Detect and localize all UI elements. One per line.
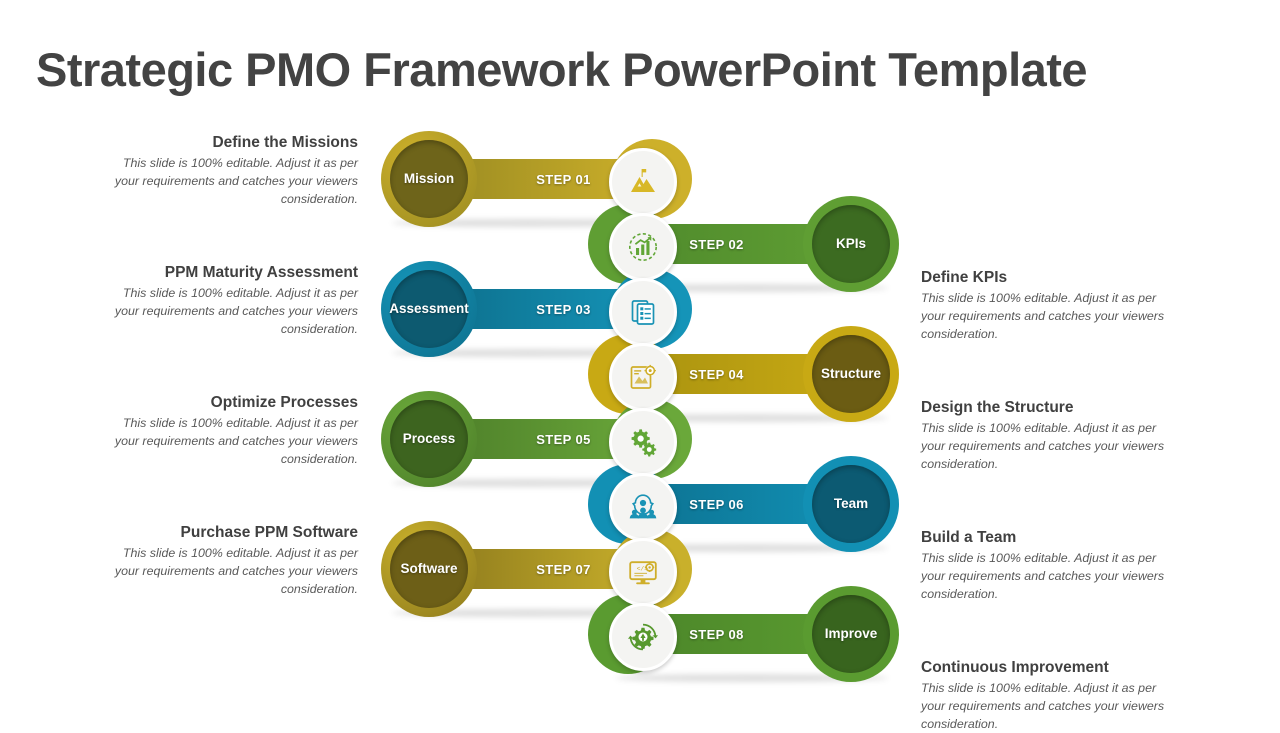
mountain-flag-icon [627, 166, 659, 198]
step-node-disc: Improve [812, 595, 890, 673]
step-icon-badge[interactable] [609, 148, 677, 216]
step-description-1: Define the Missions This slide is 100% ed… [96, 133, 358, 208]
step-description-5: Optimize Processes This slide is 100% edi… [96, 393, 358, 468]
step-heading: PPM Maturity Assessment [164, 264, 358, 281]
step-node-disc: KPIs [812, 205, 890, 283]
row-shadow [616, 544, 888, 552]
step-node-disc: Mission [390, 140, 468, 218]
team-gear-icon [627, 491, 659, 523]
step-node-circle[interactable]: Software [381, 521, 477, 617]
row-shadow [392, 609, 664, 617]
step-node-circle[interactable]: Improve [803, 586, 899, 682]
checklist-document-icon [627, 296, 659, 328]
step-node-circle[interactable]: KPIs [803, 196, 899, 292]
step-heading: Continuous Improvement [921, 659, 1109, 676]
step-heading: Build a Team [921, 529, 1017, 546]
step-icon-badge[interactable] [609, 278, 677, 346]
gears-icon [627, 426, 659, 458]
step-node-label: Mission [403, 170, 455, 186]
step-icon-badge[interactable]: </> [609, 538, 677, 606]
step-description-2: Define KPIs This slide is 100% editable. … [921, 268, 1183, 343]
process-step-1[interactable]: Mission STEP 01 [381, 131, 692, 227]
svg-text:</>: </> [637, 566, 649, 573]
step-body-text: This slide is 100% editable. Adjust it a… [921, 421, 1165, 471]
step-body-text: This slide is 100% editable. Adjust it a… [114, 156, 358, 206]
step-description-3: PPM Maturity Assessment This slide is 100… [96, 263, 358, 338]
step-heading: Define the Missions [212, 134, 358, 151]
row-shadow [392, 349, 664, 357]
blueprint-gear-icon [627, 361, 659, 393]
step-icon-badge[interactable] [609, 603, 677, 671]
step-body-text: This slide is 100% editable. Adjust it a… [114, 546, 358, 596]
step-node-disc: Assessment [389, 270, 469, 348]
step-node-label: Software [400, 560, 458, 576]
page-title: Strategic PMO Framework PowerPoint Templ… [36, 43, 1088, 96]
step-heading: Define KPIs [921, 269, 1008, 286]
row-shadow [616, 414, 888, 422]
step-icon-badge[interactable] [609, 408, 677, 476]
step-node-label: Process [402, 430, 456, 446]
step-node-circle[interactable]: Mission [381, 131, 477, 227]
step-node-disc: Software [390, 530, 468, 608]
monitor-code-gear-icon: </> [627, 556, 659, 588]
row-shadow [616, 284, 888, 292]
step-node-label: Structure [820, 365, 881, 381]
step-node-circle[interactable]: Process [381, 391, 477, 487]
step-icon-badge[interactable] [609, 343, 677, 411]
step-description-7: Purchase PPM Software This slide is 100% … [96, 523, 358, 598]
step-node-label: Assessment [389, 300, 469, 316]
step-node-circle[interactable]: Assessment [381, 261, 477, 357]
step-heading: Purchase PPM Software [180, 524, 358, 541]
step-icon-badge[interactable] [609, 473, 677, 541]
gear-refresh-icon [627, 621, 659, 653]
step-body-text: This slide is 100% editable. Adjust it a… [114, 416, 358, 466]
step-body-text: This slide is 100% editable. Adjust it a… [921, 551, 1165, 601]
step-heading: Design the Structure [921, 399, 1074, 416]
step-body-text: This slide is 100% editable. Adjust it a… [114, 286, 358, 336]
row-shadow [392, 479, 664, 487]
step-node-disc: Process [390, 400, 468, 478]
step-body-text: This slide is 100% editable. Adjust it a… [921, 291, 1165, 341]
step-node-label: Team [833, 495, 869, 511]
step-node-disc: Structure [812, 335, 890, 413]
row-shadow [392, 219, 664, 227]
step-heading: Optimize Processes [210, 394, 358, 411]
step-icon-badge[interactable] [609, 213, 677, 281]
step-node-circle[interactable]: Structure [803, 326, 899, 422]
step-node-label: KPIs [835, 235, 866, 251]
step-description-6: Build a Team This slide is 100% editable.… [921, 528, 1183, 603]
step-node-label: Improve [824, 625, 878, 641]
bar-chart-growth-icon [627, 231, 659, 263]
step-description-4: Design the Structure This slide is 100% e… [921, 398, 1183, 473]
row-shadow [616, 674, 888, 682]
step-node-disc: Team [812, 465, 890, 543]
step-node-circle[interactable]: Team [803, 456, 899, 552]
